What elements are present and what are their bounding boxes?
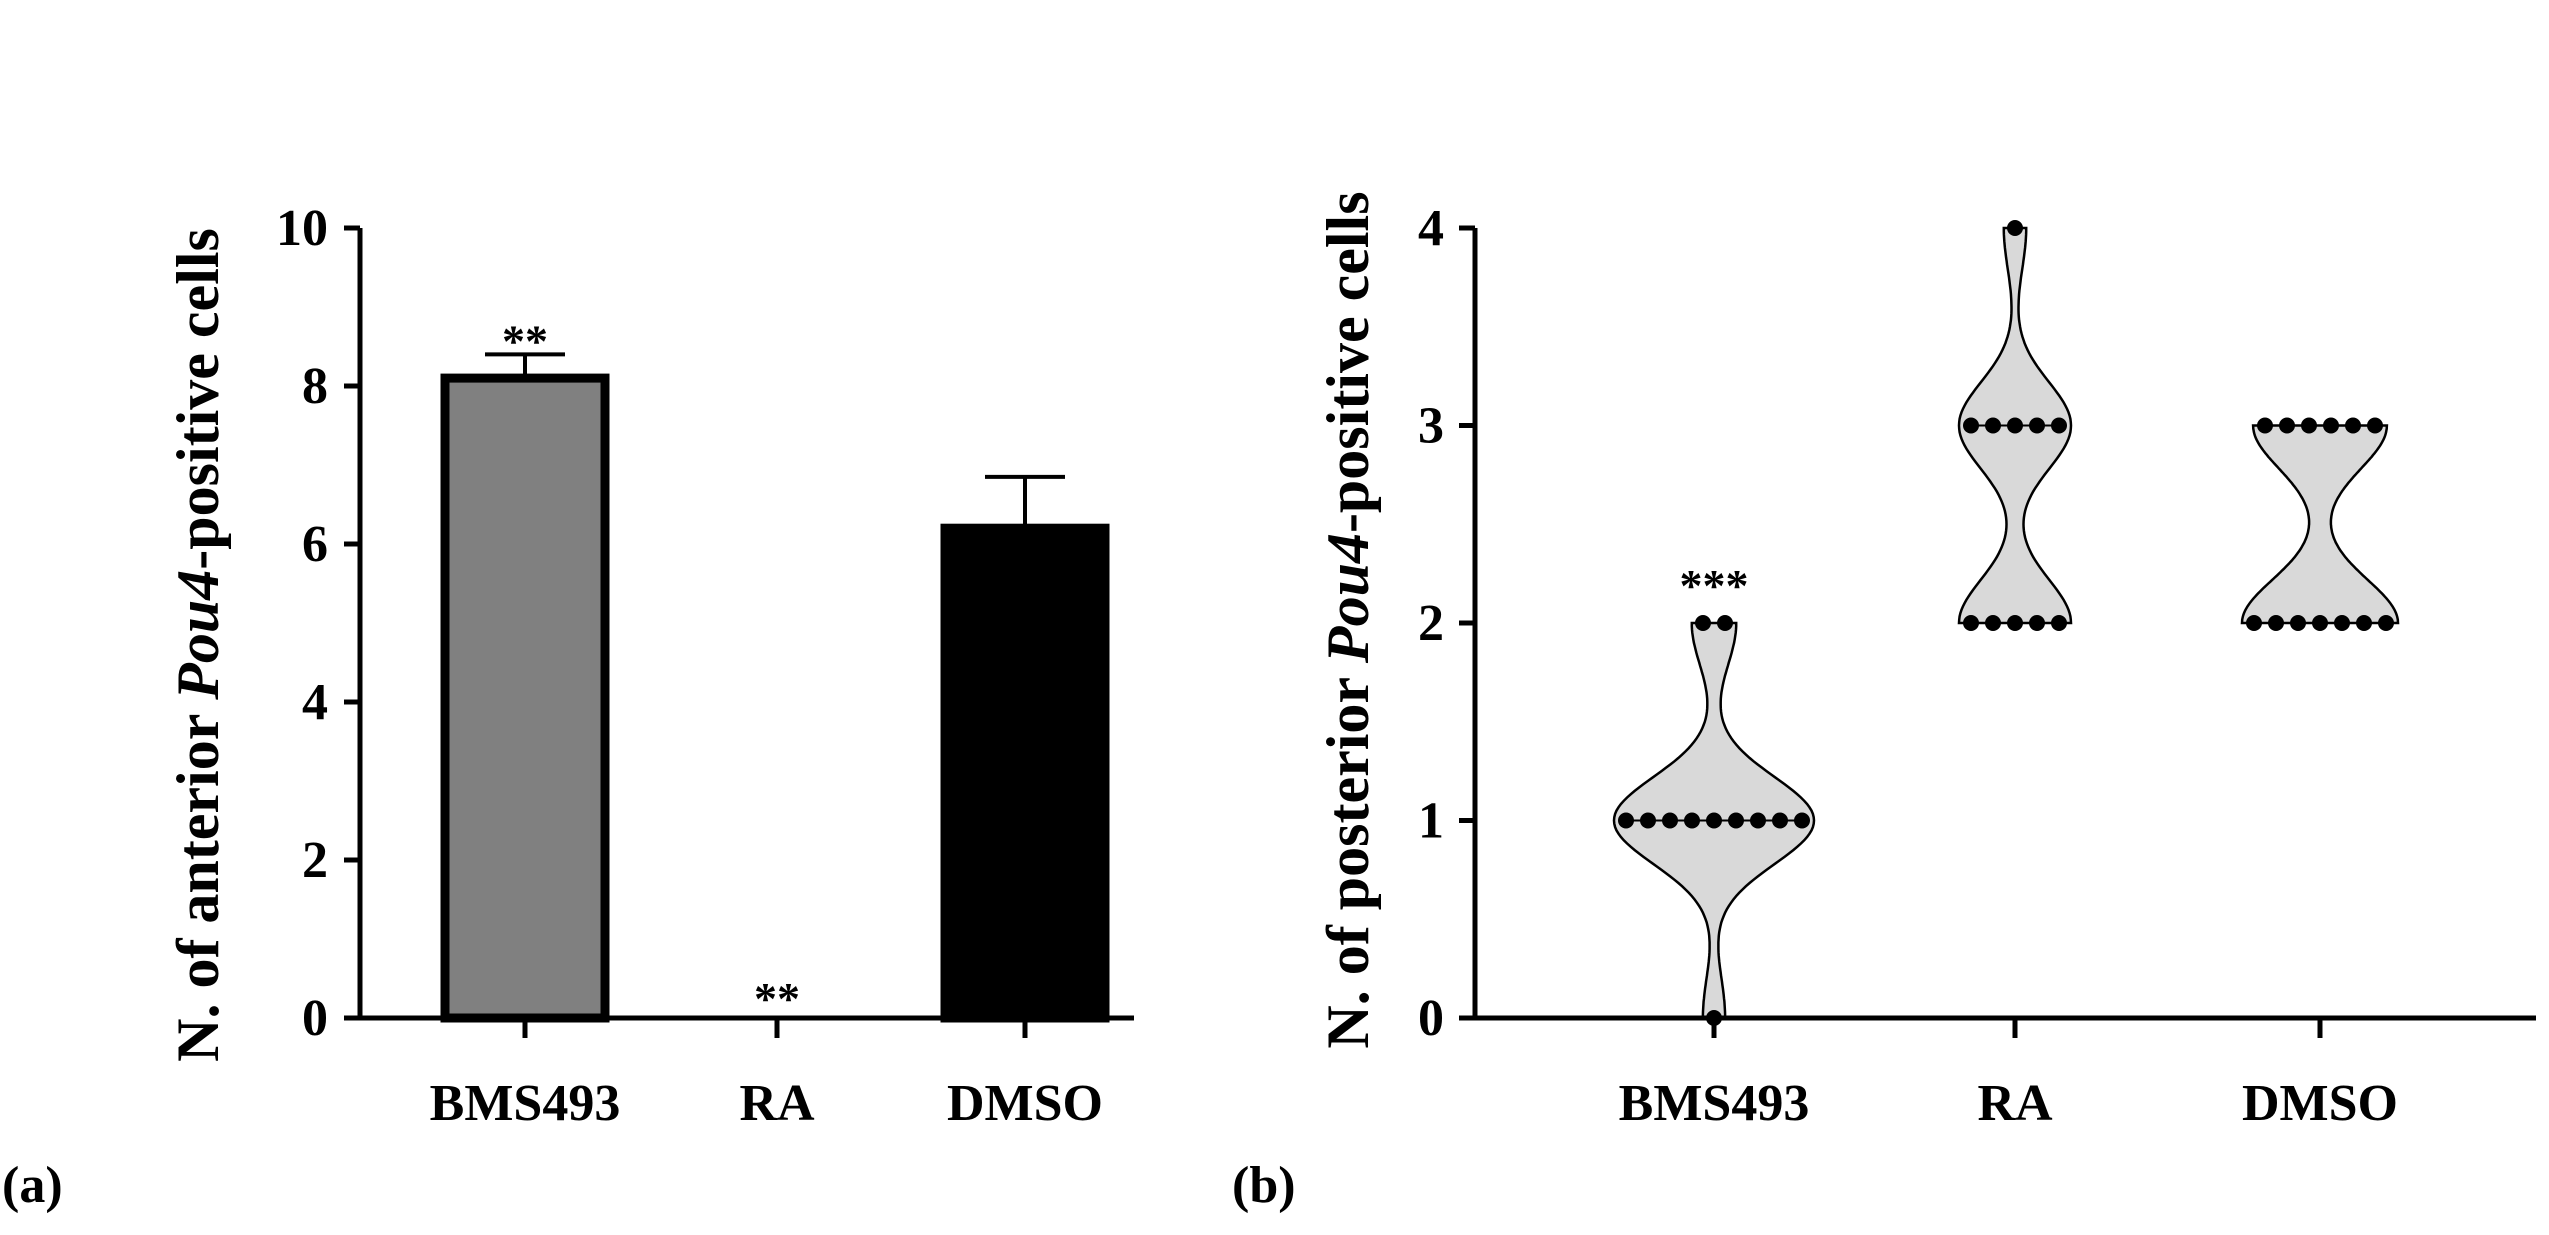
- panel-b-violins: [1612, 220, 2400, 1026]
- panel-a-significance-ra: **: [754, 973, 800, 1024]
- panel-b-y-tick-label: 1: [1418, 793, 1444, 850]
- panel-b-point-dmso: [2334, 615, 2350, 631]
- panel-a-y-tick-label: 4: [302, 674, 328, 731]
- panel-b-point-dmso: [2290, 615, 2306, 631]
- panel-b-category-label-bms493: BMS493: [1619, 1075, 1810, 1132]
- panel-b-category-label-dmso: DMSO: [2242, 1075, 2398, 1132]
- panel-b-point-ra: [2007, 220, 2023, 236]
- panel-b-y-axis-title: N. of posterior Pou4-positive cells: [1315, 191, 1381, 1048]
- panel-b-significance: ***: [1680, 560, 1749, 611]
- panel-b-y-tick-label: 4: [1418, 200, 1444, 257]
- panel-b-category-label-ra: RA: [1977, 1075, 2053, 1132]
- panel-b-point-dmso: [2279, 417, 2295, 434]
- panel-b-y-tick-label: 2: [1418, 595, 1444, 652]
- panel-b-x-ticks: [1711, 1018, 2323, 1038]
- panel-a-y-ticks: 0 2 4 6 8 10: [276, 200, 360, 1047]
- panel-b-ytitle-gene: Pou4: [1315, 533, 1381, 664]
- panel-b-y-ticks: 0 1 2 3 4: [1418, 200, 1475, 1047]
- panel-b-point-bms493: [1750, 812, 1766, 829]
- panel-a-ytitle-part1: N. of anterior: [165, 700, 231, 1062]
- panel-b-point-bms493: [1662, 812, 1678, 829]
- panel-a-category-label-bms493: BMS493: [430, 1075, 621, 1132]
- panel-b-point-bms493: [1695, 615, 1711, 631]
- panel-b-y-tick-label: 0: [1418, 990, 1444, 1047]
- panel-b-significance-bms493: ***: [1680, 560, 1749, 611]
- panel-b-violin-dmso: [2240, 424, 2400, 625]
- panel-b-point-ra: [2029, 417, 2045, 434]
- panel-a-y-axis-title: N. of anterior Pou4-positive cells: [165, 228, 231, 1062]
- panel-b-point-bms493: [1794, 812, 1810, 829]
- panel-b-point-ra: [1985, 615, 2001, 631]
- panel-a-category-label-dmso: DMSO: [947, 1075, 1103, 1132]
- panel-b-violin-chart: (b) N. of posterior Pou4-positive cells …: [1232, 191, 2536, 1214]
- panel-a-bar-dmso: [940, 523, 1110, 1023]
- panel-b-point-dmso: [2323, 417, 2339, 434]
- panel-b-point-bms493: [1717, 615, 1733, 631]
- panel-b-point-dmso: [2367, 417, 2383, 434]
- panel-a-significance: ** **: [502, 315, 800, 1024]
- panel-a-y-tick-label: 0: [302, 990, 328, 1047]
- panel-b-point-dmso: [2246, 615, 2262, 631]
- panel-b-point-dmso: [2312, 615, 2328, 631]
- panel-b-point-bms493: [1618, 812, 1634, 829]
- panel-a-category-label-ra: RA: [739, 1075, 815, 1132]
- panel-a-y-tick-label: 2: [302, 832, 328, 889]
- panel-b-point-dmso: [2257, 417, 2273, 434]
- panel-b-point-ra: [2029, 615, 2045, 631]
- panel-b-point-dmso: [2356, 615, 2372, 631]
- panel-b-point-ra: [1963, 615, 1979, 631]
- panel-b-point-bms493: [1640, 812, 1656, 829]
- panel-a-bars: [440, 352, 1110, 1023]
- panel-a-ytitle-part3: -positive cells: [165, 228, 231, 570]
- panel-b-label: (b): [1232, 1157, 1296, 1214]
- panel-b-point-dmso: [2378, 615, 2394, 631]
- panel-b-point-bms493: [1772, 812, 1788, 829]
- panel-a-bar-bms493: [440, 373, 610, 1023]
- panel-a-label: (a): [2, 1157, 63, 1214]
- panel-b-point-bms493: [1706, 812, 1722, 829]
- panel-b-point-dmso: [2268, 615, 2284, 631]
- panel-b-ytitle-part1: N. of posterior: [1315, 663, 1381, 1049]
- panel-b-point-ra: [2007, 615, 2023, 631]
- panel-a-x-ticks: [522, 1018, 1028, 1038]
- panel-b-point-ra: [2051, 417, 2067, 434]
- panel-b-ytitle-part3: -positive cells: [1315, 191, 1381, 533]
- panel-b-point-dmso: [2345, 417, 2361, 434]
- panel-b-point-dmso: [2301, 417, 2317, 434]
- panel-a-y-tick-label: 8: [302, 358, 328, 415]
- panel-b-y-tick-label: 3: [1418, 398, 1444, 455]
- panel-a-y-tick-label: 10: [276, 200, 328, 257]
- panel-b-point-ra: [2007, 417, 2023, 434]
- panel-a-ytitle-gene: Pou4: [165, 570, 231, 701]
- panel-a-significance-bms493: **: [502, 315, 548, 366]
- panel-b-point-bms493: [1684, 812, 1700, 829]
- panel-b-point-bms493: [1728, 812, 1744, 829]
- panel-b-point-ra: [2051, 615, 2067, 631]
- panel-a-bar-chart: (a) N. of anterior Pou4-positive cells 0…: [2, 200, 1134, 1214]
- panel-b-point-ra: [1985, 417, 2001, 434]
- panel-b-point-ra: [1963, 417, 1979, 434]
- panel-a-y-tick-label: 6: [302, 516, 328, 573]
